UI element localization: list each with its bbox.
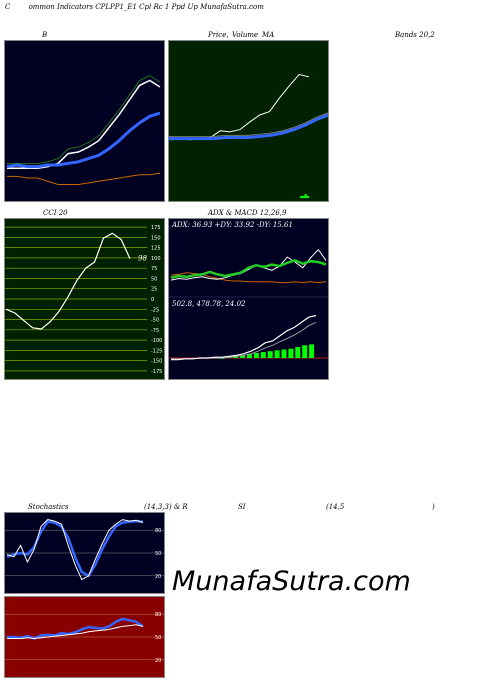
macd-histogram-bar [260,352,266,358]
header-text: ommon Indicators CPLPP1_E1 Cpl Rc 1 Ppd … [28,3,264,11]
stoch-tick-label: 80 [155,528,161,534]
price-title: Price, [208,31,229,39]
volume-bar [306,196,309,198]
rsi-panel: 80 50 20 [4,596,165,678]
macd-histogram-bar [309,344,315,358]
rsi-chart: 80 50 20 [5,612,164,664]
bollinger-panel [4,40,165,202]
stoch-tick-label: 20 [155,574,161,580]
cci-tick-label: 100 [151,256,161,262]
cci-tick-label: 25 [151,287,157,293]
cci-tick-label: -100 [151,338,162,344]
cci-last-value: 98 [138,255,147,263]
macd-histogram-bar [288,348,294,358]
price-ma-panel [168,40,329,202]
cci-tick-label: -25 [151,307,159,313]
rsi-close: ) [432,503,435,511]
price-ma-chart [169,73,328,198]
header-prefix: C [5,3,11,11]
bb-price-line [7,79,161,170]
macd-histogram-bar [247,353,252,359]
cci-title: CCI 20 [43,209,68,217]
ma-short-line [169,112,328,137]
stoch-d-line [6,519,144,578]
stoch-tick-label: 50 [155,551,161,557]
bb-lower-line [7,172,161,185]
macd-histogram-bar [267,351,273,358]
cci-tick-label: -175 [151,369,162,375]
bollinger-chart [6,75,161,185]
macd-histogram-bar [295,347,301,358]
rsi-tick-label: 20 [155,658,161,664]
macd-histogram-bar [233,356,239,358]
stoch-title: Stochastics [28,503,69,511]
macd-histogram-bar [274,350,280,358]
macd-histogram-bar [281,349,287,358]
macd-line [171,314,317,361]
cci-tick-label: 125 [151,246,161,252]
volume-title: Volume [232,31,259,39]
volume-bar [300,196,303,198]
bb-middle-band-line [6,111,161,169]
bb-title: B [42,31,48,39]
cci-tick-label: 175 [151,225,161,231]
macd-histogram-bar [253,352,259,358]
adx-line [170,259,327,279]
rsi-tick-label: 80 [155,612,161,618]
cci-tick-label: 0 [151,297,154,303]
bb-upper-band-line [7,75,161,164]
stochastics-panel: 80 50 20 [4,512,165,594]
macd-label: 502.8, 478.78, 24.02 [172,300,246,308]
rsi-smooth-line [7,624,144,640]
cci-tick-label: -75 [151,328,159,334]
adx-macd-panel: ADX: 36.93 +DY: 33.92 -DY: 15.61 502.8, … [168,218,329,380]
cci-chart: 175 150 125 100 75 50 25 0 -25 -50 -75 -100 -125 -150… [5,225,162,375]
volume-bar [302,196,305,198]
cci-tick-label: 150 [151,235,161,241]
cci-tick-label: -150 [151,359,162,365]
page-header: C ommon Indicators CPLPP1_E1 Cpl Rc 1 Pp… [5,3,264,11]
bands-title: Bands 20,2 [395,31,435,39]
stoch-k-line [6,519,144,581]
stochastics-chart: 80 50 20 [5,519,164,581]
rsi-line [7,617,144,640]
cci-tick-label: -125 [151,348,162,354]
rsi-title: SI [238,503,246,511]
cci-tick-label: -50 [151,318,159,324]
cci-panel: 175 150 125 100 75 50 25 0 -25 -50 -75 -100 -125 -150… [4,218,165,380]
ma-line [169,113,328,141]
adx-macd-chart [169,248,328,361]
rsi-params: (14,5 [326,503,345,511]
plus-di-line [170,248,327,281]
cci-tick-label: 75 [151,266,157,272]
adx-macd-title: ADX & MACD 12,26,9 [208,209,287,217]
macd-histogram-bar [302,345,308,359]
adx-label: ADX: 36.93 +DY: 33.92 -DY: 15.61 [172,221,293,229]
cci-line [5,232,131,330]
watermark: MunafaSutra.com [172,566,411,597]
cci-tick-label: 50 [151,277,157,283]
stoch-params: (14,3,3) & R [144,503,188,511]
volume-bar [304,194,307,198]
macd-histogram-bar [240,355,245,358]
ma-title: MA [262,31,275,39]
rsi-tick-label: 50 [155,635,161,641]
